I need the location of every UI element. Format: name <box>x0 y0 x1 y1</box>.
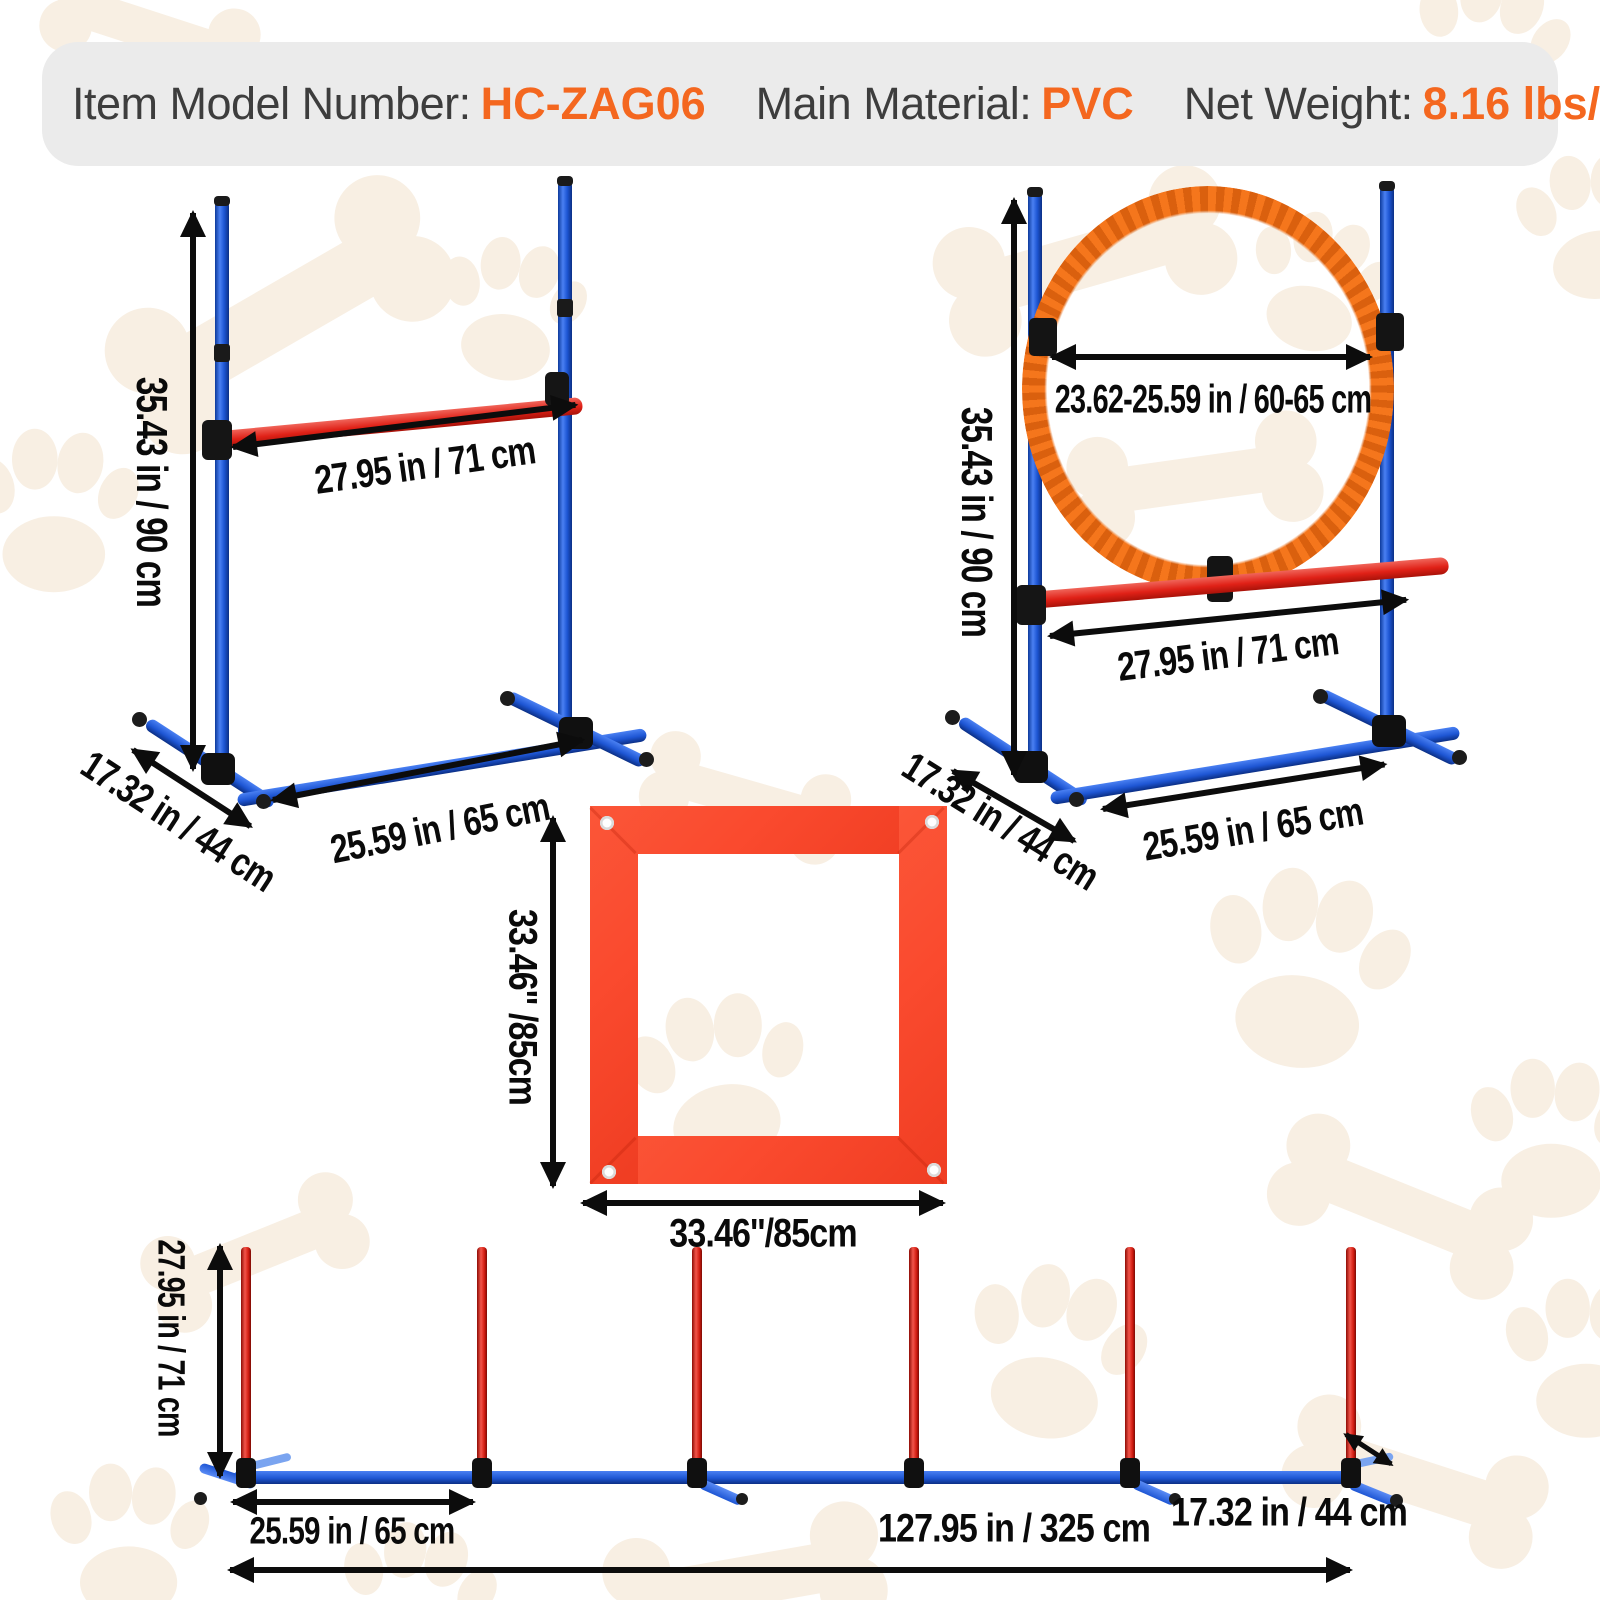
bone-icon <box>602 1501 888 1600</box>
pole-connector <box>687 1458 707 1488</box>
model-number-label: Item Model Number: <box>72 78 471 129</box>
pole-connector <box>904 1458 924 1488</box>
weave-spacing-label: 25.59 in / 65 cm <box>249 1510 455 1553</box>
pole-band <box>557 299 573 317</box>
weave-spacing-arrow <box>230 1489 476 1515</box>
jump-hoop-ring <box>1022 186 1394 592</box>
hurdle-height-arrow <box>180 210 206 772</box>
paw-icon <box>1210 867 1411 1068</box>
pause-box-top-edge <box>590 806 947 854</box>
paw-icon <box>974 1264 1148 1439</box>
pole-connector <box>236 1458 256 1488</box>
paw-icon <box>1470 1058 1600 1218</box>
weave-base-bar <box>233 1471 1355 1484</box>
weave-total-label: 127.95 in / 325 cm <box>877 1506 1151 1551</box>
hurdle-left-pole <box>215 199 229 765</box>
paw-icon <box>0 428 139 593</box>
foot-end-cap <box>639 752 654 767</box>
weave-depth-label: 17.32 in / 44 cm <box>1171 1490 1408 1535</box>
paw-icon <box>1505 1278 1600 1438</box>
bar-clamp <box>1016 585 1046 625</box>
base-stub <box>251 1452 292 1470</box>
weave-height-arrow <box>207 1243 233 1479</box>
pause-box-bottom-edge <box>590 1136 947 1184</box>
weave-pole <box>477 1247 487 1473</box>
spec-banner: Item Model Number: HC-ZAG06 Main Material… <box>42 42 1600 166</box>
material-item: Main Material: PVC <box>756 78 1134 130</box>
hurdle-right-pole <box>558 179 572 741</box>
bar-clamp <box>202 420 232 460</box>
hoop-height-label: 35.43 in / 90 cm <box>952 406 1001 638</box>
pause-box-right-edge <box>899 806 947 1184</box>
hoop-left-pole <box>1028 190 1042 768</box>
hoop-strap <box>1376 313 1404 351</box>
t-connector <box>1372 715 1406 747</box>
weave-pole <box>692 1247 702 1473</box>
foot-end-cap <box>500 691 515 706</box>
pole-band <box>214 344 230 362</box>
hurdle-width-label: 25.59 in / 65 cm <box>326 784 554 873</box>
hoop-bar-label: 27.95 in / 71 cm <box>1115 619 1341 690</box>
foot-end-cap <box>736 1493 748 1505</box>
paw-icon <box>344 1522 497 1600</box>
paw-icon <box>1516 153 1600 300</box>
model-number-value: HC-ZAG06 <box>480 78 706 129</box>
model-number-item: Item Model Number: HC-ZAG06 <box>72 78 706 130</box>
hurdle-height-label: 35.43 in / 90 cm <box>127 376 176 608</box>
grommet <box>927 1163 941 1177</box>
foot-end-cap <box>1169 1493 1181 1505</box>
box-height-label: 33.46'' /85cm <box>500 908 545 1106</box>
weave-pole <box>241 1247 251 1473</box>
foot-end-cap <box>945 710 960 725</box>
net-weight-value: 8.16 lbs/3.7kg <box>1422 78 1600 129</box>
material-label: Main Material: <box>755 78 1032 129</box>
hoop-diameter-label: 23.62-25.59 in / 60-65 cm <box>1054 377 1372 422</box>
weave-pole <box>1125 1247 1135 1473</box>
foot-end-cap <box>1069 792 1084 807</box>
hoop-diameter-arrow <box>1049 344 1373 370</box>
grommet <box>602 1165 616 1179</box>
weave-total-arrow <box>227 1557 1353 1583</box>
foot-end-cap <box>256 794 271 809</box>
pole-cap <box>557 176 573 186</box>
foot-end-cap <box>1390 1494 1403 1507</box>
grommet <box>925 815 939 829</box>
weave-height-label: 27.95 in / 71 cm <box>149 1239 192 1437</box>
weave-pole <box>909 1247 919 1473</box>
t-connector <box>201 753 235 785</box>
pole-cap <box>1027 187 1043 197</box>
box-width-arrow <box>580 1190 946 1216</box>
pole-connector <box>472 1458 492 1488</box>
pole-cap <box>1379 181 1395 191</box>
hoop-height-arrow <box>1001 197 1027 778</box>
pole-cap <box>214 196 230 206</box>
foot-end-cap <box>1313 689 1328 704</box>
paw-icon <box>50 1463 210 1600</box>
weave-pole <box>1346 1247 1356 1473</box>
net-weight-item: Net Weight:8.16 lbs/3.7kg <box>1184 78 1600 130</box>
foot-end-cap <box>194 1492 207 1505</box>
foot-end-cap <box>1452 750 1467 765</box>
box-height-arrow <box>540 815 566 1189</box>
material-value: PVC <box>1041 78 1134 129</box>
foot-end-cap <box>132 712 147 727</box>
bone-icon <box>638 731 852 865</box>
hurdle-bar-label: 27.95 in / 71 cm <box>311 428 538 503</box>
grommet <box>600 816 614 830</box>
pole-connector <box>1120 1458 1140 1488</box>
pole-connector <box>1341 1458 1361 1488</box>
pause-box-left-edge <box>590 806 638 1184</box>
net-weight-label: Net Weight: <box>1183 78 1413 129</box>
bone-icon <box>140 1172 370 1333</box>
